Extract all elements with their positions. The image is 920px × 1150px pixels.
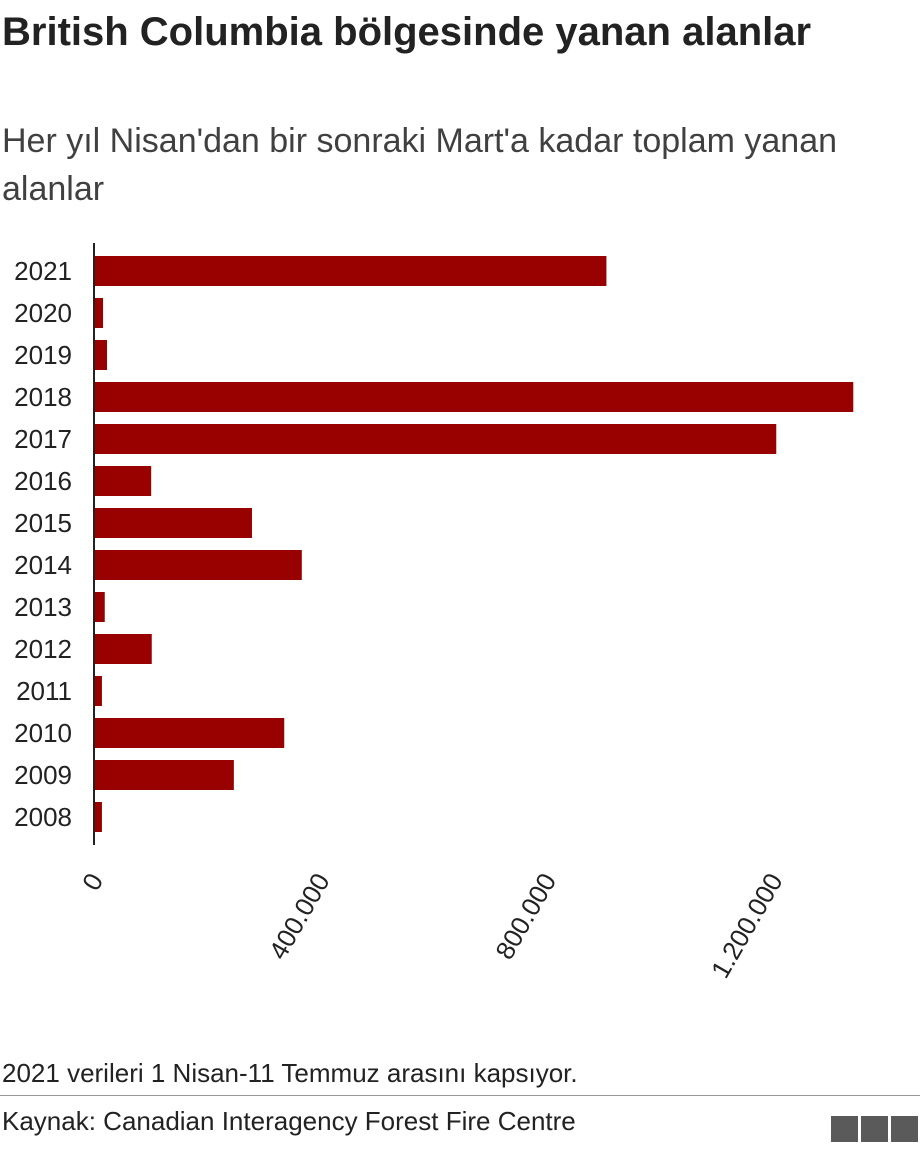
- bar: [94, 382, 854, 412]
- bar: [94, 550, 302, 580]
- y-tick-label: 2008: [14, 802, 72, 832]
- bar: [94, 508, 252, 538]
- y-tick-label: 2009: [14, 760, 72, 790]
- x-tick-label: 800.000: [489, 868, 562, 964]
- y-tick-label: 2017: [14, 424, 72, 454]
- bar: [94, 340, 108, 370]
- x-tick-label: 0: [76, 868, 109, 896]
- logo-block: [891, 1116, 918, 1142]
- y-tick-label: 2018: [14, 382, 72, 412]
- note: 2021 verileri 1 Nisan-11 Temmuz arasını …: [2, 1058, 578, 1088]
- x-tick-label: 400.000: [263, 868, 336, 964]
- y-tick-label: 2010: [14, 718, 72, 748]
- y-tick-label: 2021: [14, 256, 72, 286]
- bar: [94, 676, 102, 706]
- bar: [94, 256, 607, 286]
- chart: 2021 2020 2019 2018 2017 2016 2015 2014 2013 2012…: [14, 243, 854, 983]
- bar: [94, 298, 104, 328]
- bar: [94, 718, 285, 748]
- source: Kaynak: Canadian Interagency Forest Fire…: [2, 1106, 576, 1136]
- logo-block: [831, 1116, 858, 1142]
- chart-subtitle: Her yıl Nisan'dan bir sonraki Mart'a kad…: [2, 122, 838, 208]
- y-tick-label: 2011: [16, 676, 72, 706]
- y-tick-label: 2014: [14, 550, 72, 580]
- y-tick-label: 2012: [14, 634, 72, 664]
- separator: [0, 1095, 920, 1096]
- y-tick-label: 2020: [14, 298, 72, 328]
- bar: [94, 802, 102, 832]
- chart-title: British Columbia bölgesinde yanan alanla…: [2, 10, 812, 54]
- logo-block: [861, 1116, 888, 1142]
- bar: [94, 760, 234, 790]
- x-tick-label: 1.200.000: [705, 868, 789, 983]
- y-tick-label: 2013: [14, 592, 72, 622]
- y-tick-label: 2015: [14, 508, 72, 538]
- y-tick-label: 2019: [14, 340, 72, 370]
- y-tick-label: 2016: [14, 466, 72, 496]
- bar: [94, 424, 777, 454]
- bar: [94, 466, 152, 496]
- bar: [94, 634, 152, 664]
- logo: [831, 1116, 918, 1142]
- bar: [94, 592, 105, 622]
